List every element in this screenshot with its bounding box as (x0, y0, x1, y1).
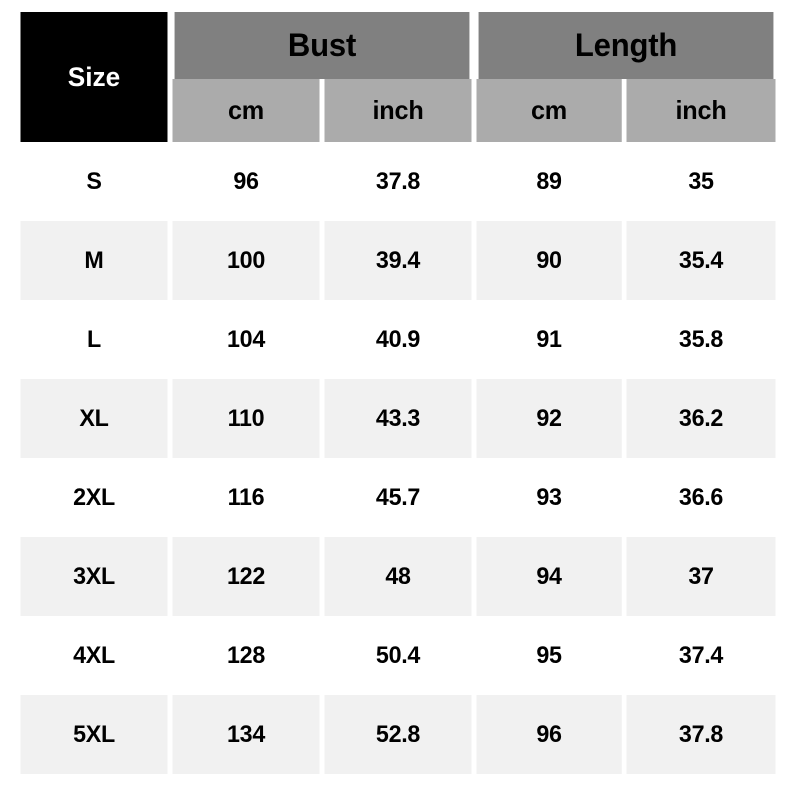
cell-bust-cm: 122 (172, 537, 320, 616)
cell-length-cm: 94 (476, 537, 622, 616)
cell-length-inch: 35 (626, 142, 776, 221)
cell-bust-inch: 40.9 (324, 300, 472, 379)
cell-bust-cm: 110 (172, 379, 320, 458)
cell-size: XL (20, 379, 168, 458)
cell-length-inch: 37 (626, 537, 776, 616)
cell-bust-inch: 43.3 (324, 379, 472, 458)
cell-bust-inch: 45.7 (324, 458, 472, 537)
cell-size: 3XL (20, 537, 168, 616)
cell-bust-inch: 52.8 (324, 695, 472, 774)
cell-length-cm: 90 (476, 221, 622, 300)
cell-length-cm: 93 (476, 458, 622, 537)
size-chart-table: Size Bust Length cm inch cm inch S 96 37… (18, 12, 778, 774)
table-row: S 96 37.8 89 35 (18, 142, 778, 221)
header-size: Size (20, 12, 168, 142)
cell-size: 4XL (20, 616, 168, 695)
header-length-inch: inch (626, 79, 776, 142)
cell-bust-cm: 100 (172, 221, 320, 300)
cell-bust-cm: 116 (172, 458, 320, 537)
cell-bust-cm: 104 (172, 300, 320, 379)
table-row: M 100 39.4 90 35.4 (18, 221, 778, 300)
table-row: 4XL 128 50.4 95 37.4 (18, 616, 778, 695)
cell-size: 2XL (20, 458, 168, 537)
cell-length-cm: 89 (476, 142, 622, 221)
cell-length-cm: 92 (476, 379, 622, 458)
header-group-bust: Bust (174, 12, 470, 79)
cell-length-cm: 96 (476, 695, 622, 774)
cell-bust-inch: 39.4 (324, 221, 472, 300)
cell-bust-inch: 37.8 (324, 142, 472, 221)
cell-size: M (20, 221, 168, 300)
table-row: 3XL 122 48 94 37 (18, 537, 778, 616)
table-row: L 104 40.9 91 35.8 (18, 300, 778, 379)
table-row: XL 110 43.3 92 36.2 (18, 379, 778, 458)
cell-bust-cm: 134 (172, 695, 320, 774)
header-bust-cm: cm (172, 79, 320, 142)
cell-bust-inch: 50.4 (324, 616, 472, 695)
header-row-units: cm inch cm inch (18, 79, 778, 142)
cell-bust-inch: 48 (324, 537, 472, 616)
cell-size: 5XL (20, 695, 168, 774)
cell-length-inch: 35.8 (626, 300, 776, 379)
cell-length-inch: 37.8 (626, 695, 776, 774)
cell-length-inch: 37.4 (626, 616, 776, 695)
header-bust-inch: inch (324, 79, 472, 142)
cell-bust-cm: 96 (172, 142, 320, 221)
table-header: Size Bust Length cm inch cm inch (18, 12, 778, 142)
header-group-length: Length (478, 12, 774, 79)
cell-bust-cm: 128 (172, 616, 320, 695)
cell-length-inch: 36.6 (626, 458, 776, 537)
cell-size: S (20, 142, 168, 221)
cell-size: L (20, 300, 168, 379)
table-row: 5XL 134 52.8 96 37.8 (18, 695, 778, 774)
table-row: 2XL 116 45.7 93 36.6 (18, 458, 778, 537)
cell-length-inch: 35.4 (626, 221, 776, 300)
cell-length-cm: 91 (476, 300, 622, 379)
cell-length-inch: 36.2 (626, 379, 776, 458)
header-length-cm: cm (476, 79, 622, 142)
header-row-groups: Size Bust Length (18, 12, 778, 142)
cell-length-cm: 95 (476, 616, 622, 695)
table-body: S 96 37.8 89 35 M 100 39.4 90 35.4 L 104… (18, 142, 778, 774)
